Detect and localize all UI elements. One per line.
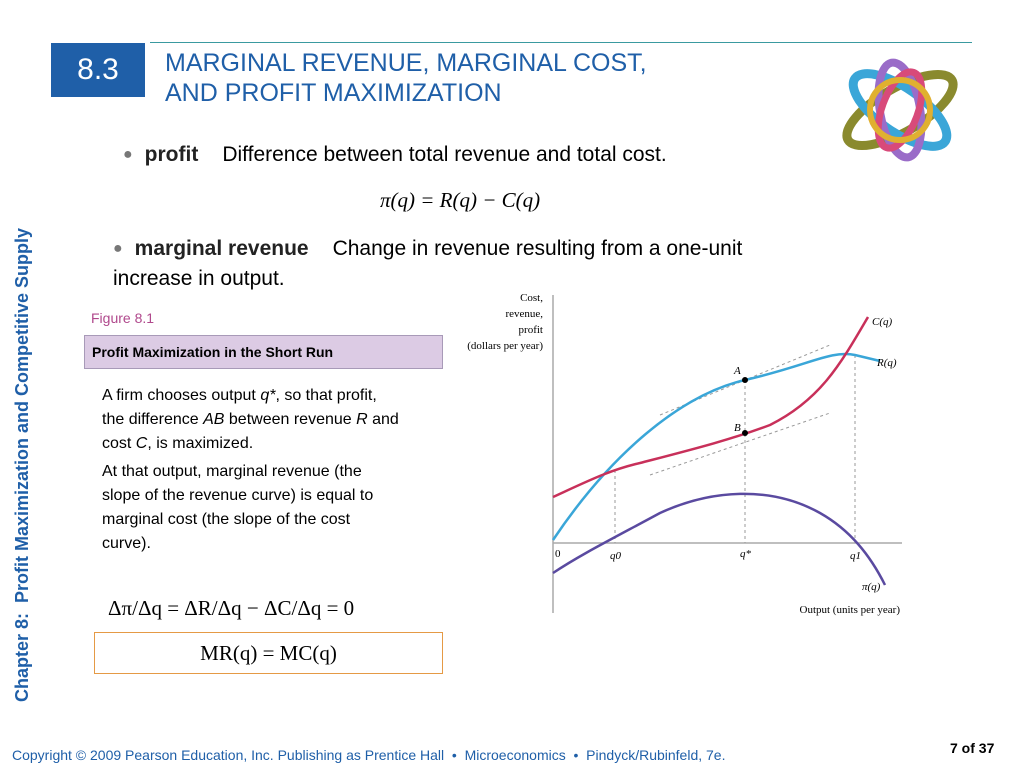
bullet: ● profit Difference between total revenue … xyxy=(123,143,667,166)
sidebar: Chapter 8: Profit Maximization and Compe… xyxy=(7,155,37,775)
title: MARGINAL REVENUE, MARGINAL COST, AND PRO… xyxy=(165,48,647,108)
logo xyxy=(842,58,958,162)
title-line: AND PROFIT MAXIMIZATION xyxy=(165,79,502,107)
footer: Copyright © 2009 Pearson Education, Inc.… xyxy=(12,747,726,763)
profit-curve xyxy=(552,492,887,586)
curve-label: R(q) xyxy=(876,357,897,369)
text-run: between revenue xyxy=(224,411,357,428)
x-label: q* xyxy=(740,548,752,560)
title-line: MARGINAL REVENUE, MARGINAL COST, xyxy=(165,49,647,77)
x-axis-label: Output (units per year) xyxy=(800,604,901,616)
figure-label: Figure 8.1 xyxy=(91,310,155,326)
x-label: q0 xyxy=(610,550,622,562)
text-run: A firm chooses output xyxy=(102,387,261,404)
revenue-curve xyxy=(551,352,881,541)
equation: π(q) = R(q) − C(q) xyxy=(380,188,541,212)
chapter: Chapter 8: xyxy=(12,613,32,703)
curve-label: π(q) xyxy=(862,581,881,593)
text-run: , is maximized. xyxy=(147,435,254,452)
graph: Cost, revenue, profit (dollars per year)… xyxy=(467,292,902,616)
cost-curve xyxy=(552,316,870,499)
point-label: B xyxy=(734,422,741,434)
bullet-term: marginal revenue xyxy=(134,237,309,260)
y-axis-label: (dollars per year) xyxy=(467,340,543,352)
text-run: and cost xyxy=(102,411,399,452)
bullet-term: profit xyxy=(144,143,199,166)
text-run: , so that profit, the difference xyxy=(102,387,377,428)
y-axis-label: Cost, xyxy=(520,292,543,304)
x-label: q1 xyxy=(850,550,861,562)
paragraph: At that output, marginal revenue (the sl… xyxy=(102,460,402,556)
bullet: ● marginal revenue Change in revenue resul… xyxy=(113,237,743,290)
curve-label: C(q) xyxy=(872,316,893,328)
figure-description: A firm chooses output q*, so that profit… xyxy=(102,384,402,560)
section-number: 8.3 xyxy=(51,43,145,97)
paragraph: A firm chooses output q*, so that profit… xyxy=(102,384,402,456)
y-axis-label: profit xyxy=(519,324,543,336)
page-number: 7 of 37 xyxy=(950,740,995,756)
text-run: C xyxy=(135,435,148,452)
chapter-title: Profit Maximization and Competitive Supp… xyxy=(12,227,32,604)
figure-caption: Profit Maximization in the Short Run xyxy=(84,335,443,369)
point xyxy=(742,377,748,383)
text-run: AB xyxy=(203,411,225,428)
point-label: A xyxy=(733,365,741,377)
equation: Δπ/Δq = ΔR/Δq − ΔC/Δq = 0 xyxy=(108,596,355,620)
x-label: 0 xyxy=(555,548,561,560)
bullet-definition: Difference between total revenue and tot… xyxy=(222,143,667,166)
top-rule xyxy=(150,42,972,43)
text-run: q* xyxy=(260,387,276,404)
point xyxy=(742,430,748,436)
boxed-equation: MR(q) = MC(q) xyxy=(94,632,443,674)
text-run: R xyxy=(356,411,368,428)
bullet-definition: Change in revenue resulting from a one-u… xyxy=(113,237,743,290)
y-axis-label: revenue, xyxy=(505,308,543,320)
text-run: At that output, marginal revenue (the sl… xyxy=(102,463,374,552)
